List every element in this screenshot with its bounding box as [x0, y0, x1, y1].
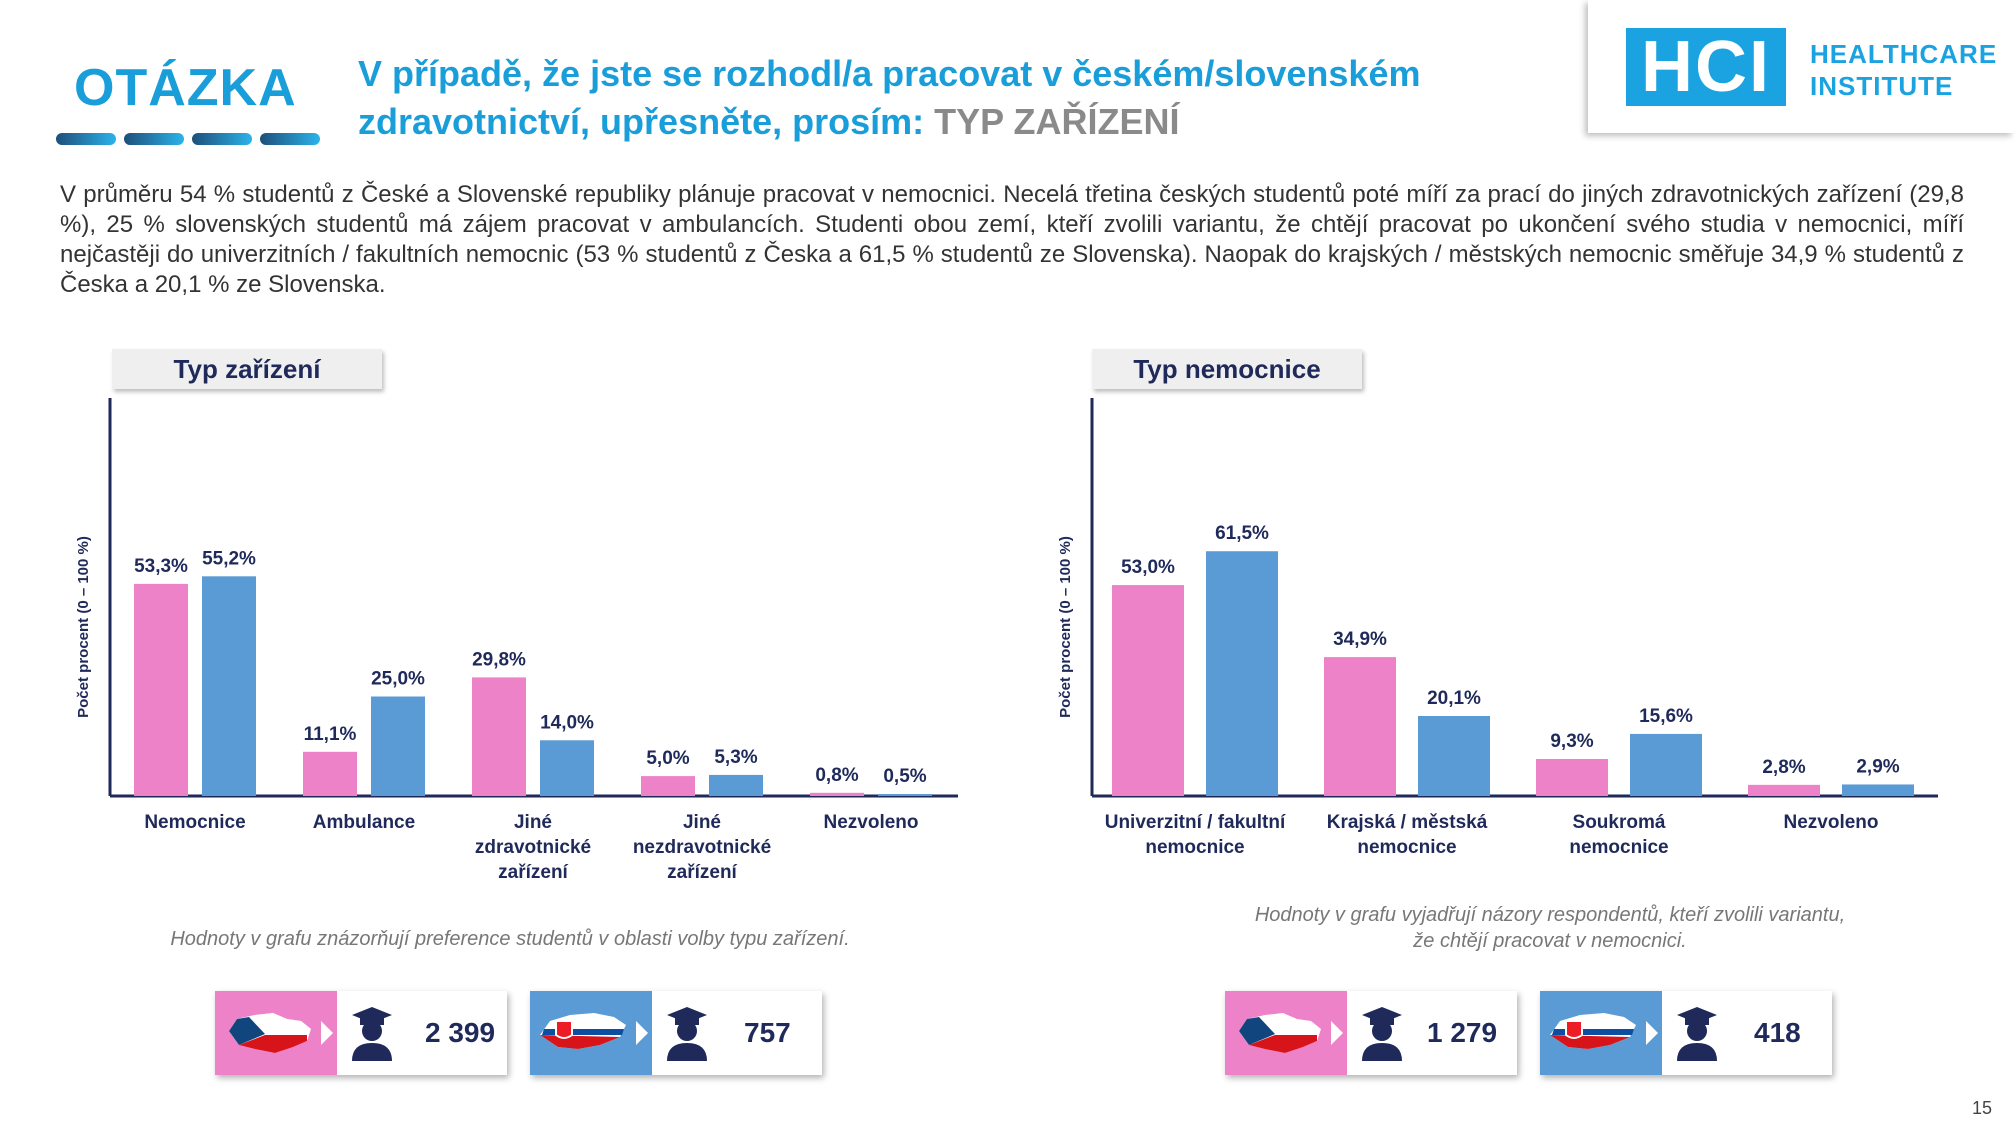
graduate-icon	[1347, 991, 1417, 1075]
respondent-count-sk: 757	[744, 1017, 791, 1048]
category-label: Nezvoleno	[1783, 812, 1878, 833]
count-badge-cz-2: 1 279	[1225, 991, 1517, 1075]
logo-line-2: INSTITUTE	[1810, 71, 1954, 101]
respondent-count-cz: 1 279	[1427, 1017, 1498, 1048]
question-main: V případě, že jste se rozhodl/a pracovat…	[358, 53, 1421, 142]
chart-note-line: že chtějí pracovat v nemocnici.	[1413, 930, 1687, 952]
graduate-icon	[337, 991, 407, 1075]
data-label: 61,5%	[1215, 523, 1269, 544]
bar-sk	[1206, 551, 1278, 796]
data-label: 25,0%	[371, 669, 425, 690]
category-label: Soukromá	[1573, 812, 1666, 833]
bar-cz	[472, 677, 526, 796]
chart-2-note: Hodnoty v grafu vyjadřují názory respond…	[1150, 902, 1950, 954]
category-label: Jiné	[514, 812, 552, 833]
data-label: 5,3%	[714, 747, 757, 768]
y-axis-label: Počet procent (0 – 100 %)	[75, 536, 92, 718]
data-label: 11,1%	[304, 724, 357, 745]
y-axis-label: Počet procent (0 – 100 %)	[1057, 536, 1074, 718]
bar-sk	[202, 576, 256, 796]
data-label: 2,8%	[1762, 757, 1805, 778]
bar-sk	[540, 740, 594, 796]
bar-cz	[1112, 585, 1184, 796]
category-label: Nemocnice	[144, 812, 245, 833]
data-label: 0,5%	[883, 766, 926, 787]
logo-line-1: HEALTHCARE	[1810, 39, 1998, 69]
respondent-count-cz: 2 399	[425, 1017, 496, 1048]
bar-sk	[878, 794, 932, 796]
data-label: 29,8%	[472, 649, 526, 670]
bar-cz	[303, 751, 357, 796]
bar-cz	[1536, 758, 1608, 796]
question-title: V případě, že jste se rozhodl/a pracovat…	[358, 50, 1558, 146]
count-badge-cz-1: 2 399	[215, 991, 507, 1075]
slovak-flag-map-icon	[1540, 991, 1662, 1075]
data-label: 5,0%	[646, 748, 689, 769]
data-label: 55,2%	[202, 548, 256, 569]
data-label: 0,8%	[815, 765, 858, 786]
section-label: OTÁZKA	[74, 59, 297, 117]
logo-mark: HCI	[1626, 28, 1786, 106]
category-label: Jiné	[683, 812, 721, 833]
count-badge-sk-2: 418	[1540, 991, 1832, 1075]
category-label: Univerzitní / fakultní	[1105, 812, 1286, 833]
bar-sk	[1842, 784, 1914, 796]
logo-text: HEALTHCARE INSTITUTE	[1810, 38, 1997, 102]
slovak-flag-map-icon	[530, 991, 652, 1075]
chart-typ-zarizeni: Počet procent (0 – 100 %) 53,3% 55,2% Nemoc…	[75, 398, 958, 883]
czech-flag-map-icon	[1225, 991, 1347, 1075]
chart-1-note: Hodnoty v grafu znázorňují preference st…	[110, 926, 910, 952]
chart-typ-nemocnice: Počet procent (0 – 100 %) 53,0% 61,5% Unive…	[1057, 398, 1938, 858]
czech-flag-map-icon	[215, 991, 337, 1075]
category-label: nemocnice	[1145, 837, 1244, 858]
data-label: 34,9%	[1333, 629, 1387, 650]
data-label: 20,1%	[1427, 688, 1481, 709]
chart-note-line: Hodnoty v grafu znázorňují preference st…	[170, 928, 850, 950]
data-label: 9,3%	[1550, 731, 1593, 752]
bar-sk	[371, 696, 425, 796]
bar-cz	[134, 583, 188, 796]
category-label: zdravotnické	[475, 837, 591, 858]
count-badge-sk-1: 757	[530, 991, 822, 1075]
question-highlight: TYP ZAŘÍZENÍ	[934, 101, 1180, 142]
category-label: nemocnice	[1569, 837, 1668, 858]
data-label: 53,0%	[1121, 557, 1175, 578]
category-label: nezdravotnické	[633, 837, 771, 858]
category-label: Ambulance	[313, 812, 415, 833]
chart-note-line: Hodnoty v grafu vyjadřují názory respond…	[1254, 904, 1846, 926]
chart-2-title: Typ nemocnice	[1092, 349, 1362, 389]
bar-cz	[1324, 657, 1396, 796]
graduate-icon	[1662, 991, 1732, 1075]
graduate-icon	[652, 991, 722, 1075]
hci-logo: HCI HEALTHCARE INSTITUTE	[1588, 0, 2014, 133]
bar-cz	[810, 792, 864, 796]
category-label: Krajská / městská	[1327, 812, 1488, 833]
data-label: 53,3%	[134, 556, 188, 577]
bar-sk	[1630, 733, 1702, 796]
bar-sk	[709, 774, 763, 796]
intro-paragraph: V průměru 54 % studentů z České a Sloven…	[60, 181, 1964, 298]
section-underline	[56, 133, 320, 145]
category-label: zařízení	[667, 862, 737, 883]
bar-cz	[1748, 784, 1820, 796]
data-label: 14,0%	[540, 712, 594, 733]
respondent-count-sk: 418	[1754, 1017, 1801, 1048]
category-label: nemocnice	[1357, 837, 1456, 858]
data-label: 15,6%	[1639, 706, 1693, 727]
page-number: 15	[1971, 1098, 1992, 1118]
category-label: zařízení	[498, 862, 568, 883]
data-label: 2,9%	[1856, 756, 1899, 777]
bar-sk	[1418, 716, 1490, 796]
category-label: Nezvoleno	[823, 812, 918, 833]
chart-1-title: Typ zařízení	[112, 349, 382, 389]
bar-cz	[641, 776, 695, 796]
